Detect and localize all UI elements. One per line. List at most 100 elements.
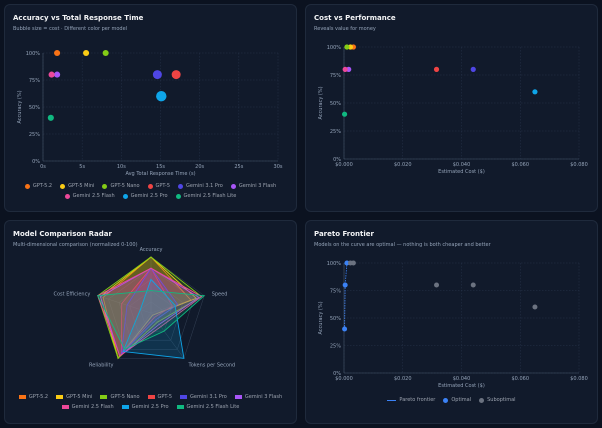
suboptimal-dot-icon [479, 397, 485, 403]
legend-item: Gemini 2.5 Flash Lite [176, 404, 239, 410]
radar-series-gemini-2-5-flash [97, 267, 203, 357]
radar-axis-label: Tokens per Second [188, 363, 236, 369]
pareto-point-suboptimal [470, 282, 476, 288]
panel-subtitle: Reveals value for money [314, 26, 376, 32]
legend-swatch-icon [234, 395, 242, 399]
y-tick-label: 75% [330, 73, 341, 79]
legend-item: Gemini 2.5 Pro [122, 193, 168, 199]
legend-suboptimal: Suboptimal [479, 397, 516, 403]
legend-item: GPT-5 Mini [56, 394, 92, 400]
pareto-chart: $0.000 $0.020 $0.040 $0.060 $0.080 0% 25% 50% 75… [318, 260, 588, 389]
radar-grid-ring [118, 279, 184, 341]
y-tick-label: 50% [330, 101, 341, 107]
legend-dot-icon [147, 183, 153, 189]
legend-item: GPT-5 [147, 394, 172, 400]
y-tick-label: 75% [29, 78, 40, 84]
y-tick-label: 0% [333, 371, 341, 377]
legend-swatch-icon [147, 395, 155, 399]
data-point-gemini-3-flash [54, 71, 61, 78]
legend-item: GPT-5 Nano [102, 183, 140, 189]
panel-subtitle: Bubble size = cost · Different color per… [13, 26, 128, 32]
radar-axis-label: Speed [212, 291, 228, 297]
data-point-gpt-5 [171, 70, 181, 80]
x-tick-label: 5s [79, 164, 85, 170]
radar-series-gpt-5 [120, 267, 173, 355]
legend-item: Gemini 3.1 Pro [178, 183, 223, 189]
data-point-gpt-5 [433, 66, 440, 72]
data-point-gemini-3-1-pro [152, 70, 162, 80]
legend-item: GPT-5.2 [24, 183, 52, 189]
panel-cost-vs-performance: Cost vs Performance Reveals value for mo… [305, 4, 598, 212]
y-tick-label: 50% [330, 316, 341, 322]
data-point-gpt-5-nano [344, 44, 350, 50]
x-tick-label: 25s [234, 164, 243, 170]
x-tick-label: 30s [274, 164, 283, 170]
panel-title: Cost vs Performance [314, 14, 396, 22]
x-axis-label: Avg Total Response Time (s) [125, 171, 195, 177]
legend-dot-icon [230, 183, 236, 189]
y-tick-label: 25% [330, 129, 341, 135]
optimal-dot-icon [443, 397, 449, 403]
y-tick-label: 100% [26, 51, 41, 57]
legend-swatch-icon [180, 395, 188, 399]
y-tick-label: 50% [29, 105, 40, 111]
legend-item: Gemini 2.5 Pro [121, 404, 169, 410]
data-point-gemini-2-5-flash [342, 66, 348, 72]
cost-performance-chart: $0.000 $0.020 $0.040 $0.060 $0.080 0% 25% 50% 75… [318, 44, 588, 175]
x-tick-label: $0.040 [453, 162, 471, 168]
data-point-gemini-2-5-pro [532, 89, 538, 95]
panel-subtitle: Models on the curve are optimal — nothin… [314, 242, 491, 248]
data-point-gpt-5-2 [54, 49, 61, 57]
legend-dot-icon [64, 193, 70, 199]
data-point-gemini-2-5-flash-lite [47, 114, 54, 121]
radar-series-gemini-2-5-flash-lite [97, 290, 206, 350]
panel-pareto: Pareto Frontier Models on the curve are … [305, 220, 598, 424]
legend-dot-icon [122, 193, 128, 199]
pareto-point-optimal [342, 282, 348, 288]
x-tick-label: 0s [40, 164, 46, 170]
frontier-line-icon [387, 399, 397, 401]
y-axis-label: Accuracy (%) [318, 301, 324, 334]
legend-swatch-icon [61, 405, 69, 409]
y-tick-label: 25% [330, 343, 341, 349]
chart-legend: GPT-5.2 GPT-5 Mini GPT-5 Nano GPT-5 Gemini 3… [5, 183, 296, 203]
legend-swatch-icon [121, 405, 129, 409]
radar-series-gemini-3-flash [99, 267, 200, 357]
x-tick-label: $0.020 [394, 376, 412, 382]
x-tick-label: $0.060 [512, 162, 530, 168]
pareto-point-optimal [342, 326, 348, 332]
legend-dot-icon [175, 193, 181, 199]
radar-series-gemini-2-5-pro [122, 278, 185, 359]
legend-swatch-icon [176, 405, 184, 409]
y-tick-label: 0% [333, 157, 341, 163]
legend-dot-icon [102, 183, 108, 189]
data-point-gpt-5-nano [102, 49, 109, 57]
x-tick-label: 20s [195, 164, 204, 170]
legend-swatch-icon [18, 395, 26, 399]
pareto-legend: Pareto frontier Optimal Suboptimal [306, 397, 597, 407]
y-tick-label: 75% [330, 288, 341, 294]
radar-spoke [97, 295, 152, 314]
pareto-point-optimal [344, 260, 350, 266]
legend-item: Gemini 3 Flash [230, 183, 276, 189]
legend-swatch-icon [56, 395, 64, 399]
pareto-point-suboptimal [350, 260, 356, 266]
y-tick-label: 100% [327, 45, 342, 51]
y-tick-label: 100% [327, 261, 342, 267]
legend-dot-icon [60, 183, 66, 189]
x-tick-label: $0.040 [453, 376, 471, 382]
pareto-frontier-line [344, 262, 348, 330]
x-tick-label: $0.000 [335, 162, 353, 168]
legend-item: Gemini 3 Flash [234, 394, 282, 400]
radar-series-gemini-3-1-pro [120, 267, 179, 355]
data-point-gemini-2-5-flash [48, 71, 55, 78]
data-point-gemini-2-5-flash-lite [341, 111, 348, 117]
panel-radar: Model Comparison Radar Multi-dimensional… [4, 220, 297, 424]
legend-dot-icon [24, 183, 30, 189]
panel-accuracy-vs-time: Accuracy vs Total Response Time Bubble s… [4, 4, 297, 212]
pareto-point-suboptimal [434, 282, 440, 288]
radar-spoke [150, 312, 185, 359]
legend-item: Gemini 2.5 Flash [61, 404, 114, 410]
legend-item: GPT-5 Mini [60, 183, 94, 189]
